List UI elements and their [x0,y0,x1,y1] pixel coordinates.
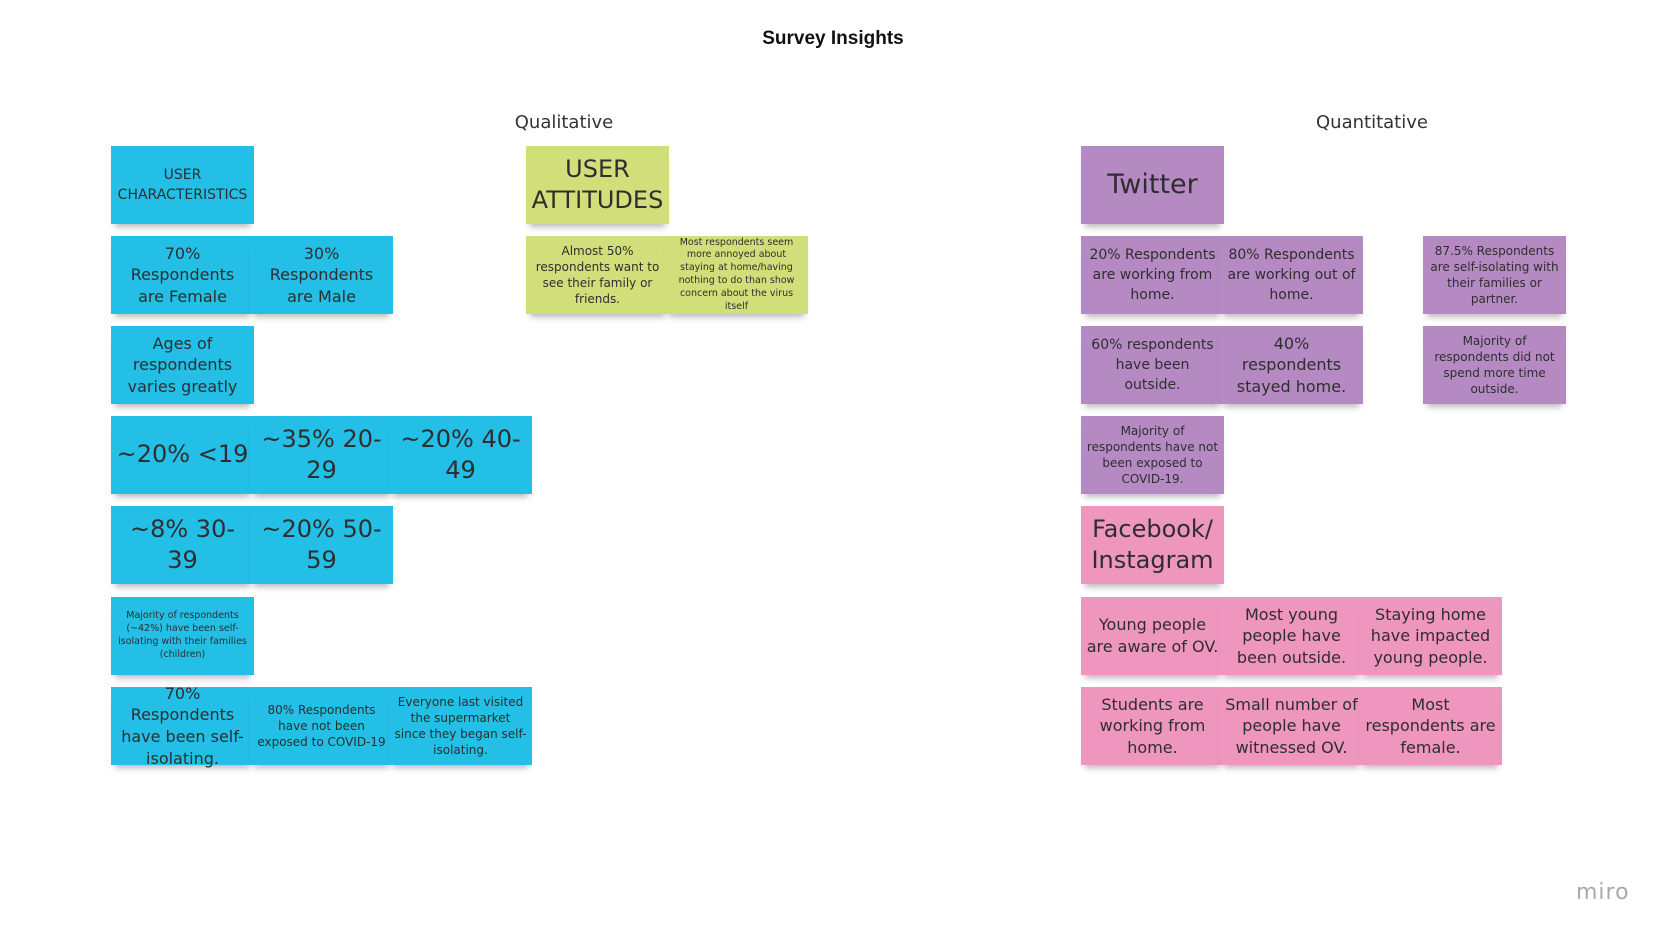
sticky-text: 70% Respondents are Female [130,243,235,306]
sticky-not-exposed[interactable]: 80% Respondents have not been exposed to… [250,687,393,765]
sticky-no-more-time-outside[interactable]: Majority of respondents did not spend mo… [1423,326,1566,404]
sticky-user-characteristics-header[interactable]: USER CHARACTERISTICS [111,146,254,224]
sticky-text: Almost 50% respondents want to see their… [535,243,660,307]
sticky-female-respondents[interactable]: 70% Respondents are Female [111,236,254,314]
sticky-twitter-header[interactable]: Twitter [1081,146,1224,224]
sticky-self-isolating-partner[interactable]: 87.5% Respondents are self-isolating wit… [1423,236,1566,314]
sticky-witnessed[interactable]: Small number of people have witnessed OV… [1220,687,1363,765]
sticky-text: Majority of respondents (~42%) have been… [118,610,247,660]
sticky-text: 87.5% Respondents are self-isolating wit… [1430,243,1559,307]
sticky-text: 40% respondents stayed home. [1236,333,1347,396]
sticky-twitter-not-exposed[interactable]: Majority of respondents have not been ex… [1081,416,1224,494]
sticky-text: Young people are aware of OV. [1086,615,1219,656]
sticky-text: Twitter [1107,169,1198,201]
sticky-text: USER ATTITUDES [531,154,664,214]
board-title: Survey Insights [762,28,904,49]
sticky-female[interactable]: Most respondents are female. [1359,687,1502,765]
sticky-facebook-instagram-header[interactable]: Facebook/ Instagram [1081,506,1224,584]
sticky-male-respondents[interactable]: 30% Respondents are Male [250,236,393,314]
sticky-age-20-29[interactable]: ~35% 20-29 [250,416,393,494]
sticky-aware-ov[interactable]: Young people are aware of OV. [1081,597,1224,675]
sticky-text: 80% Respondents are working out of home. [1227,246,1356,304]
sticky-age-40-49[interactable]: ~20% 40-49 [389,416,532,494]
sticky-text: 30% Respondents are Male [269,243,374,306]
sticky-text: Staying home have impacted young people. [1370,604,1491,667]
sticky-text: USER CHARACTERISTICS [117,166,248,203]
sticky-students[interactable]: Students are working from home. [1081,687,1224,765]
sticky-text: Most respondents seem more annoyed about… [678,236,795,312]
sticky-stayed-home[interactable]: 40% respondents stayed home. [1220,326,1363,404]
sticky-text: Small number of people have witnessed OV… [1225,694,1358,757]
sticky-self-isolating-families[interactable]: Majority of respondents (~42%) have been… [111,597,254,675]
sticky-been-outside[interactable]: 60% respondents have been outside. [1081,326,1224,404]
sticky-text: Majority of respondents did not spend mo… [1434,333,1555,397]
sticky-text: 70% Respondents have been self-isolating… [121,683,244,768]
sticky-text: Most respondents are female. [1365,694,1496,757]
sticky-text: Students are working from home. [1099,694,1206,757]
sticky-age-50-59[interactable]: ~20% 50-59 [250,506,393,584]
sticky-user-attitudes-header[interactable]: USER ATTITUDES [526,146,669,224]
sticky-text: 20% Respondents are working from home. [1089,246,1216,304]
miro-logo: miro [1576,880,1630,905]
sticky-text: Ages of respondents varies greatly [127,333,238,396]
sticky-self-isolating[interactable]: 70% Respondents have been self-isolating… [111,684,254,768]
sticky-impacted[interactable]: Staying home have impacted young people. [1359,597,1502,675]
sticky-text: 80% Respondents have not been exposed to… [257,702,386,750]
sticky-text: Everyone last visited the supermarket si… [394,694,527,758]
sticky-text: 60% respondents have been outside. [1091,336,1214,394]
sticky-family-friends[interactable]: Almost 50% respondents want to see their… [526,236,669,314]
sticky-young-been-outside[interactable]: Most young people have been outside. [1220,597,1363,675]
sticky-age-under-19[interactable]: ~20% <19 [111,416,254,494]
sticky-text: Majority of respondents have not been ex… [1086,423,1219,487]
sticky-age-30-39[interactable]: ~8% 30-39 [111,506,254,584]
sticky-text: ~20% <19 [116,440,249,469]
sticky-working-out[interactable]: 80% Respondents are working out of home. [1220,236,1363,314]
sticky-working-from-home[interactable]: 20% Respondents are working from home. [1081,236,1224,314]
sticky-text: ~20% 50-59 [261,514,382,574]
section-label-qualitative: Qualitative [514,112,614,133]
sticky-text: Most young people have been outside. [1236,604,1347,667]
sticky-text: ~35% 20-29 [261,424,382,484]
sticky-text: Facebook/ Instagram [1091,514,1214,574]
sticky-text: ~8% 30-39 [129,514,235,574]
sticky-supermarket[interactable]: Everyone last visited the supermarket si… [389,687,532,765]
sticky-text: ~20% 40-49 [400,424,521,484]
sticky-annoyed[interactable]: Most respondents seem more annoyed about… [665,236,808,314]
sticky-ages[interactable]: Ages of respondents varies greatly [111,326,254,404]
section-label-quantitative: Quantitative [1316,112,1428,133]
